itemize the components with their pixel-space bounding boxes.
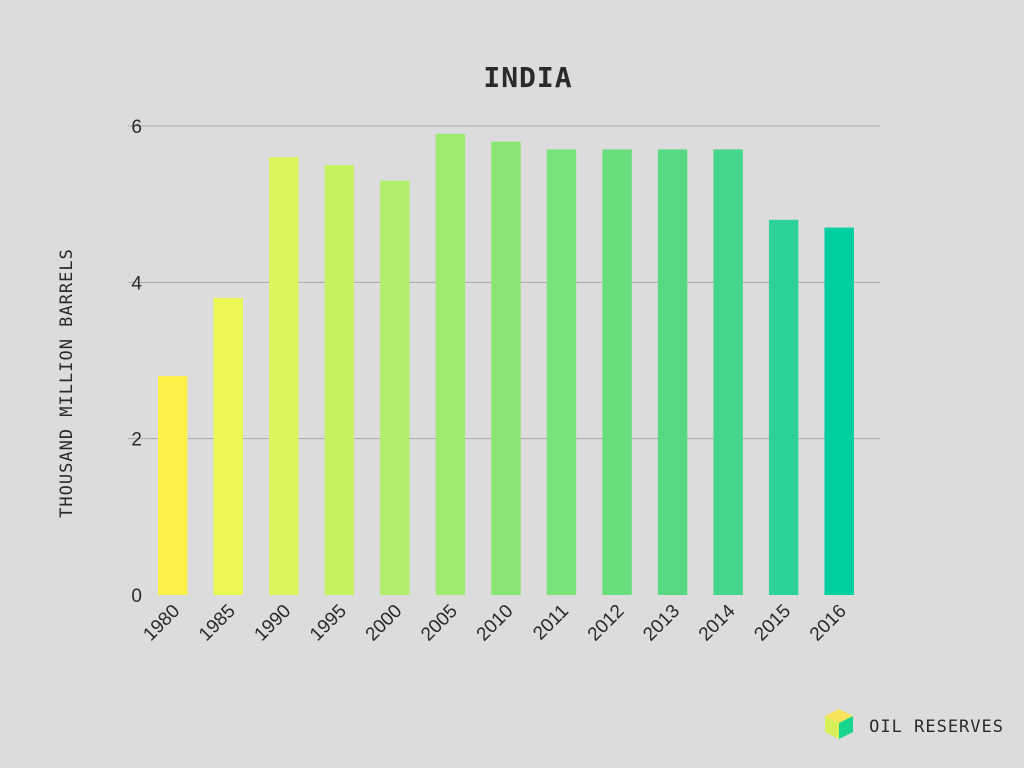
bar-1990	[269, 157, 299, 595]
x-tick-label: 2000	[362, 601, 407, 646]
y-tick-label: 0	[131, 586, 142, 607]
bar-2012	[602, 149, 632, 595]
x-tick-label: 1985	[195, 601, 240, 646]
y-tick-label: 4	[131, 273, 142, 294]
cube-icon	[823, 707, 855, 746]
bar-2013	[657, 149, 688, 595]
brand-footer: OIL RESERVES	[823, 707, 1004, 746]
x-tick-label: 2015	[750, 601, 795, 646]
bar-2000	[380, 180, 410, 595]
x-tick-label: 2013	[639, 601, 684, 646]
bar-1980	[158, 376, 188, 595]
x-tick-label: 1995	[306, 601, 351, 646]
bar-1985	[213, 297, 243, 595]
bar-2010	[491, 141, 521, 595]
y-axis-label: THOUSAND MILLION BARRELS	[57, 248, 77, 518]
y-tick-label: 2	[131, 430, 142, 451]
bar-2015	[768, 219, 799, 596]
y-tick-label: 6	[131, 117, 142, 138]
bar-2016	[824, 227, 854, 595]
x-tick-label: 2014	[695, 600, 740, 645]
bar-2005	[435, 133, 466, 596]
x-tick-label: 2011	[529, 601, 573, 645]
brand-label: OIL RESERVES	[869, 716, 1004, 737]
x-tick-label: 1990	[251, 601, 296, 646]
chart-title: INDIA	[483, 61, 572, 94]
x-tick-label: 2012	[584, 601, 629, 646]
bar-1995	[324, 165, 355, 596]
x-tick-label: 2010	[473, 601, 518, 646]
bar-2014	[713, 149, 743, 595]
x-tick-label: 1980	[140, 601, 185, 646]
bar-2011	[546, 149, 577, 595]
bars	[158, 133, 854, 596]
x-tick-label: 2005	[417, 601, 462, 646]
x-tick-label: 2016	[806, 601, 851, 646]
